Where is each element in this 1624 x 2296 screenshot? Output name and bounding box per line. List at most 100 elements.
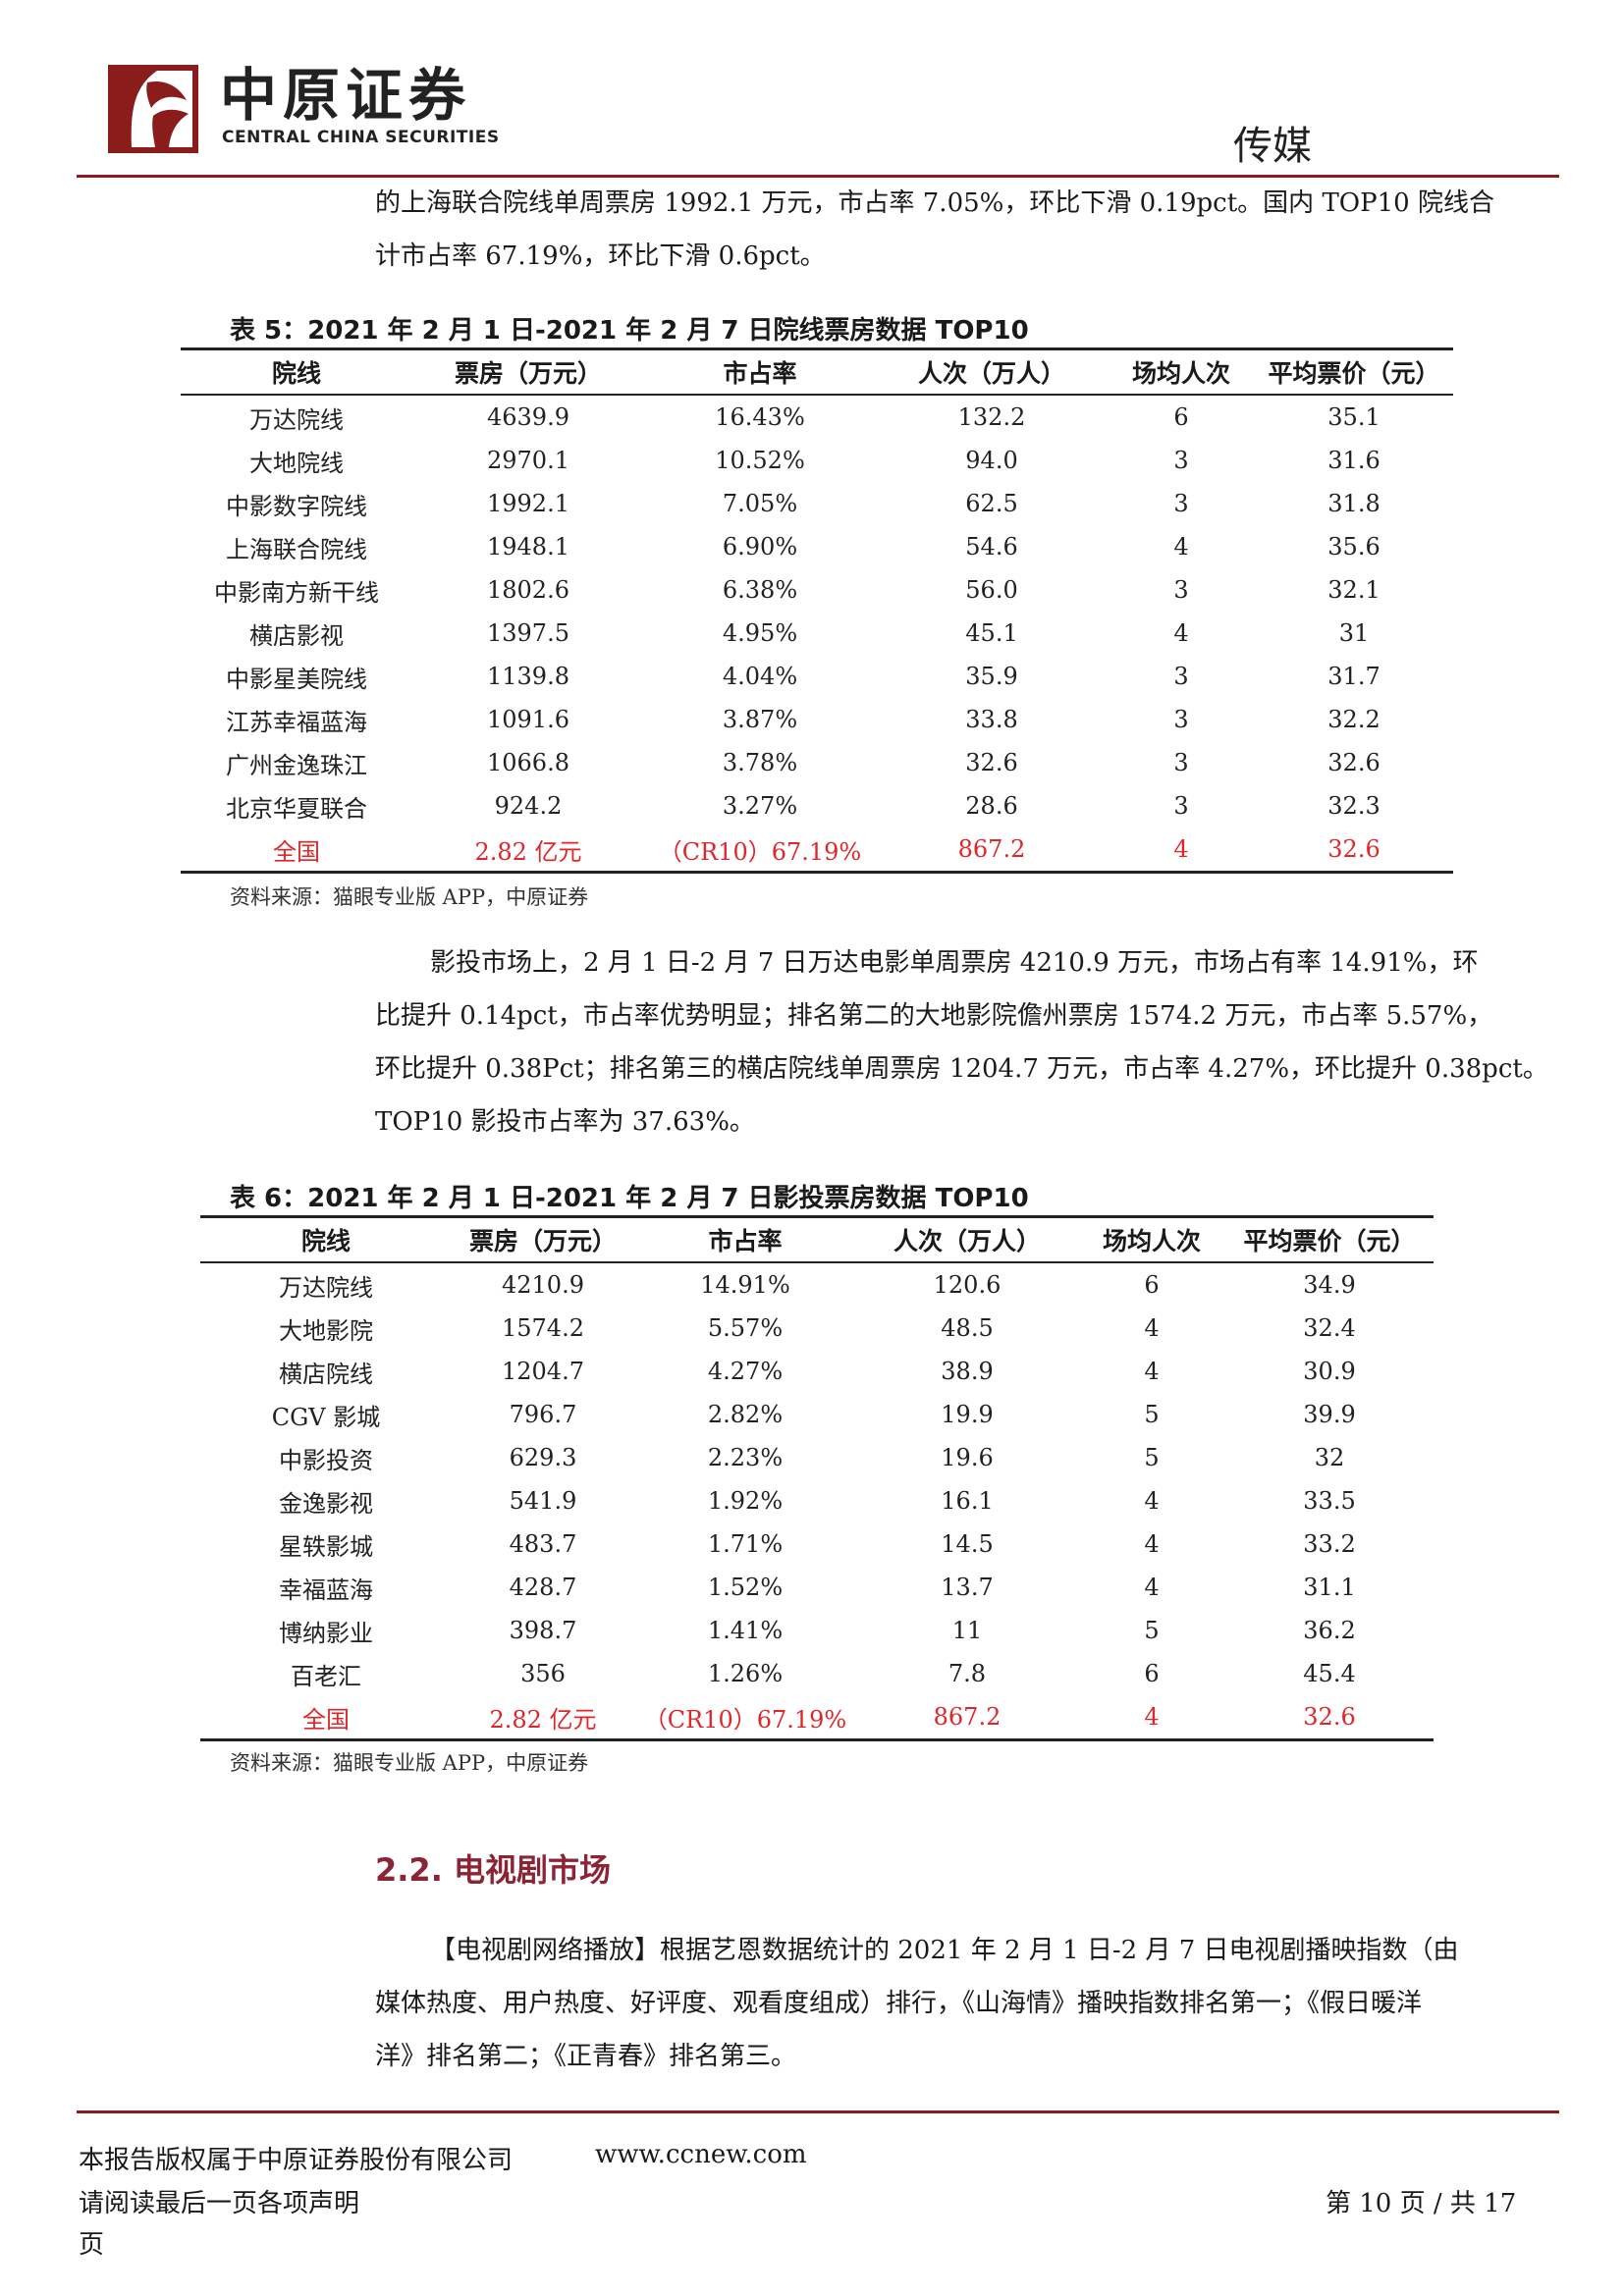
column-header: 人次（万人）: [856, 1215, 1078, 1263]
table-cell: 541.9: [509, 1487, 577, 1515]
table-cell: 2.82%: [707, 1401, 784, 1428]
table-cell: 百老汇: [291, 1662, 361, 1690]
page-number: 第 10 页 / 共 17: [1326, 2189, 1517, 2218]
table-cell: 10.52%: [715, 447, 805, 474]
table6-title: 表 6：2021 年 2 月 1 日-2021 年 2 月 7 日影投票房数据 …: [230, 1184, 1029, 1213]
table-cell: 14.91%: [700, 1271, 790, 1299]
table-cell: 19.9: [941, 1401, 994, 1428]
table-row: 上海联合院线 1948.1 6.90% 54.6 4 35.6: [181, 525, 1453, 568]
table-cell: 1.92%: [707, 1487, 784, 1515]
table-cell: 13.7: [941, 1574, 994, 1601]
table-cell: 33.8: [965, 706, 1018, 733]
table-cell: 1066.8: [487, 749, 569, 776]
column-header: 票房（万元）: [452, 1215, 634, 1263]
table-cell: 3: [1173, 663, 1189, 690]
table-row: 百老汇 356 1.26% 7.8 6 45.4: [200, 1652, 1434, 1695]
table-cell: 32.6: [1327, 749, 1380, 776]
table-cell: （CR10）67.19%: [644, 828, 876, 874]
table-cell: 4: [1144, 1358, 1160, 1385]
table-cell: 31.1: [1303, 1574, 1356, 1601]
table-cell: （CR10）67.19%: [634, 1695, 856, 1741]
table-cell: 629.3: [509, 1444, 577, 1471]
table-row: 万达院线 4210.9 14.91% 120.6 6 34.9: [200, 1262, 1434, 1307]
table-cell: 4: [1144, 1314, 1160, 1342]
table-row: 博纳影业 398.7 1.41% 11 5 36.2: [200, 1609, 1434, 1652]
table-row: CGV 影城 796.7 2.82% 19.9 5 39.9: [200, 1393, 1434, 1436]
table-cell: 45.1: [965, 619, 1018, 647]
table-cell: 31.7: [1327, 663, 1380, 690]
table-cell: 3: [1173, 792, 1189, 820]
table-cell: 45.4: [1303, 1660, 1356, 1687]
table-cell: 6.90%: [722, 533, 798, 561]
table-cell: 4: [1173, 533, 1189, 561]
table-cell: 横店影视: [249, 621, 344, 650]
table-cell: 全国: [200, 1695, 452, 1741]
table-row: 幸福蓝海 428.7 1.52% 13.7 4 31.1: [200, 1566, 1434, 1609]
table-row: 广州金逸珠江 1066.8 3.78% 32.6 3 32.6: [181, 741, 1453, 784]
table-cell: 28.6: [965, 792, 1018, 820]
table-cell: 5: [1144, 1444, 1160, 1471]
column-header: 人次（万人）: [876, 347, 1108, 396]
table-header-row: 院线 票房（万元） 市占率 人次（万人） 场均人次 平均票价（元）: [200, 1215, 1434, 1263]
table-cell: 中影投资: [279, 1446, 373, 1474]
table-cell: 5.57%: [707, 1314, 784, 1342]
text-line: 媒体热度、用户热度、好评度、观看度组成）排行，《山海情》播映指数排名第一；《假日…: [375, 1989, 1423, 2018]
table-cell: 30.9: [1303, 1358, 1356, 1385]
table-cell: 4: [1144, 1530, 1160, 1558]
table5-source: 资料来源：猫眼专业版 APP，中原证券: [230, 885, 589, 909]
table-total-row: 全国 2.82 亿元 （CR10）67.19% 867.2 4 32.6: [181, 828, 1453, 874]
table-cell: 6: [1144, 1660, 1160, 1687]
table-cell: 35.1: [1327, 403, 1380, 431]
table-cell: 4.27%: [707, 1358, 784, 1385]
paragraph-cinema-summary: 的上海联合院线单周票房 1992.1 万元，市占率 7.05%，环比下滑 0.1…: [375, 177, 1569, 283]
table-row: 中影数字院线 1992.1 7.05% 62.5 3 31.8: [181, 482, 1453, 525]
table-cell: 星轶影城: [279, 1532, 373, 1561]
table-cell: 4: [1144, 1487, 1160, 1515]
table-cell: 大地影院: [279, 1316, 373, 1345]
text-line: TOP10 影投市占率为 37.63%。: [375, 1107, 755, 1137]
column-header: 场均人次: [1108, 347, 1255, 396]
table-cell: 3.78%: [722, 749, 798, 776]
table-cell: 中影星美院线: [226, 665, 367, 693]
table-cell: 62.5: [965, 490, 1018, 517]
table-cell: 北京华夏联合: [226, 794, 367, 823]
table6-source: 资料来源：猫眼专业版 APP，中原证券: [230, 1751, 589, 1775]
table-row: 北京华夏联合 924.2 3.27% 28.6 3 32.3: [181, 784, 1453, 828]
table-cell: 2.82 亿元: [452, 1695, 634, 1741]
table-cell: 32.2: [1327, 706, 1380, 733]
table-cell: 2.23%: [707, 1444, 784, 1471]
column-header: 平均票价（元）: [1255, 347, 1453, 396]
table-cell: 31.6: [1327, 447, 1380, 474]
section-heading: 2.2. 电视剧市场: [375, 1851, 611, 1889]
table-cell: 大地院线: [249, 449, 344, 477]
text-line: 比提升 0.14pct，市占率优势明显；排名第二的大地影院儋州票房 1574.2…: [375, 1001, 1493, 1031]
table-cell: 39.9: [1303, 1401, 1356, 1428]
table-row: 中影南方新干线 1802.6 6.38% 56.0 3 32.1: [181, 568, 1453, 612]
table-cell: 6: [1144, 1271, 1160, 1299]
table-cell: 56.0: [965, 576, 1018, 604]
table-cell: 796.7: [509, 1401, 577, 1428]
table-cell: 1802.6: [487, 576, 569, 604]
table-cell: 全国: [181, 828, 412, 874]
column-header: 院线: [200, 1215, 452, 1263]
table-row: 横店院线 1204.7 4.27% 38.9 4 30.9: [200, 1350, 1434, 1393]
table-cell: 867.2: [876, 828, 1108, 874]
table-cell: 3: [1173, 706, 1189, 733]
table-cell: 38.9: [941, 1358, 994, 1385]
table-cell: 2.82 亿元: [412, 828, 644, 874]
table-cell: 江苏幸福蓝海: [226, 708, 367, 736]
table-cell: 3: [1173, 447, 1189, 474]
table6-investment-box-office: 院线 票房（万元） 市占率 人次（万人） 场均人次 平均票价（元） 万达院线 42…: [200, 1215, 1434, 1741]
table-row: 横店影视 1397.5 4.95% 45.1 4 31: [181, 612, 1453, 655]
company-logo: [108, 65, 198, 153]
text-line: 影投市场上，2 月 1 日-2 月 7 日万达电影单周票房 4210.9 万元，…: [430, 948, 1479, 978]
table-cell: 4: [1078, 1695, 1225, 1741]
table-cell: 32.3: [1327, 792, 1380, 820]
paragraph-investment-summary: 影投市场上，2 月 1 日-2 月 7 日万达电影单周票房 4210.9 万元，…: [375, 936, 1569, 1148]
table-cell: 幸福蓝海: [279, 1575, 373, 1604]
footer-website[interactable]: www.ccnew.com: [595, 2140, 807, 2169]
column-header: 场均人次: [1078, 1215, 1225, 1263]
table-cell: 33.2: [1303, 1530, 1356, 1558]
table-cell: 32.4: [1303, 1314, 1356, 1342]
table-cell: 4.04%: [722, 663, 798, 690]
